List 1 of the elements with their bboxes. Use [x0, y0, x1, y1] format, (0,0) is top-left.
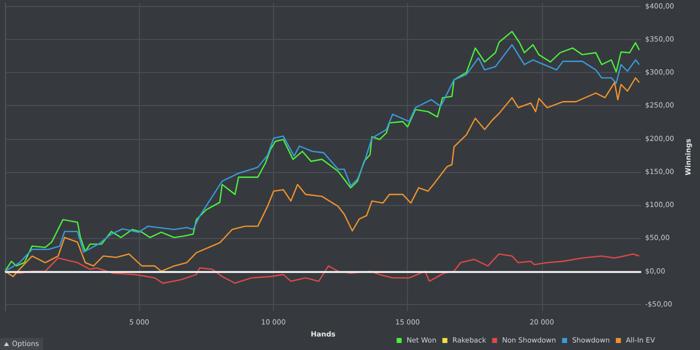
- line-series: [4, 77, 640, 278]
